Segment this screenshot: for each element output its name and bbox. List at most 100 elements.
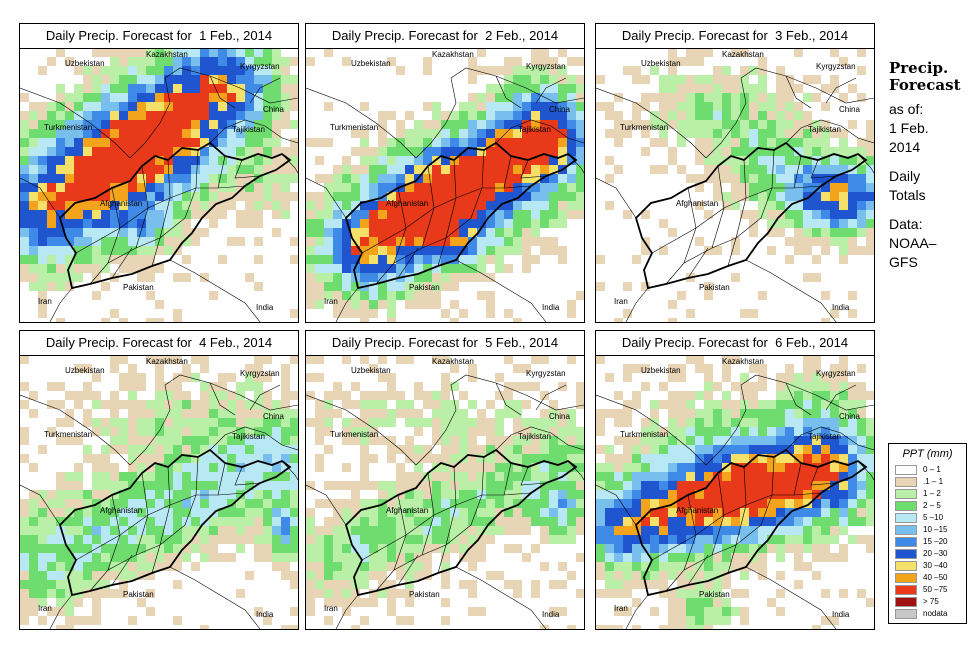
precip-cell	[83, 111, 92, 120]
precip-cell	[92, 111, 101, 120]
precip-cell	[812, 192, 821, 201]
precip-cell	[92, 210, 101, 219]
precip-cell	[38, 544, 47, 553]
country-label-turkmenistan: Turkmenistan	[620, 123, 668, 132]
precip-cell	[38, 165, 47, 174]
precip-cell	[722, 544, 731, 553]
precip-cell	[83, 409, 92, 418]
precip-cell	[549, 147, 558, 156]
precip-cell	[659, 84, 668, 93]
precip-cell	[200, 66, 209, 75]
precip-cell	[164, 427, 173, 436]
precip-cell	[477, 472, 486, 481]
precip-cell	[155, 66, 164, 75]
precip-cell	[146, 120, 155, 129]
precip-cell	[315, 571, 324, 580]
precip-cell	[351, 535, 360, 544]
precip-cell	[387, 282, 396, 291]
precip-cell	[360, 210, 369, 219]
precip-cell	[812, 409, 821, 418]
precip-cell	[659, 400, 668, 409]
precip-cell	[396, 291, 405, 300]
precip-cell	[369, 237, 378, 246]
precip-cell	[101, 120, 110, 129]
precip-cell	[522, 526, 531, 535]
precip-cell	[414, 427, 423, 436]
precip-cell	[423, 174, 432, 183]
precip-cell	[351, 291, 360, 300]
precip-cell	[549, 472, 558, 481]
country-border	[785, 119, 874, 144]
precip-cell	[650, 571, 659, 580]
precip-cell	[110, 355, 119, 364]
precip-cell	[659, 138, 668, 147]
precip-cell	[351, 499, 360, 508]
precip-cell	[650, 607, 659, 616]
precip-cell	[119, 174, 128, 183]
precip-cell	[695, 472, 704, 481]
precip-cell	[558, 183, 567, 192]
precip-cell	[659, 535, 668, 544]
precip-cell	[686, 607, 695, 616]
precip-cell	[549, 409, 558, 418]
precip-cell	[794, 454, 803, 463]
precip-cell	[866, 246, 874, 255]
precip-cell	[812, 273, 821, 282]
precip-cell	[531, 156, 540, 165]
precip-cell	[414, 418, 423, 427]
precip-cell	[540, 246, 549, 255]
precip-cell	[540, 472, 549, 481]
precip-cell	[767, 445, 776, 454]
precip-cell	[405, 517, 414, 526]
precip-cell	[441, 571, 450, 580]
precip-cell	[227, 138, 236, 147]
precip-cell	[740, 490, 749, 499]
precip-cell	[866, 481, 874, 490]
precip-cell	[128, 544, 137, 553]
precip-cell	[459, 508, 468, 517]
precip-cell	[839, 526, 848, 535]
precip-cell	[119, 400, 128, 409]
precip-cell	[722, 138, 731, 147]
precip-cell	[531, 102, 540, 111]
precip-cell	[450, 427, 459, 436]
precip-cell	[29, 607, 38, 616]
precip-cell	[558, 48, 567, 57]
precip-cell	[119, 571, 128, 580]
precip-cell	[540, 192, 549, 201]
precip-cell	[29, 490, 38, 499]
precip-cell	[695, 183, 704, 192]
precip-cell	[254, 48, 263, 57]
precip-cell	[245, 535, 254, 544]
legend-item: 0 – 1	[895, 464, 941, 475]
precip-cell	[596, 517, 605, 526]
precip-cell	[722, 391, 731, 400]
precip-cell	[459, 490, 468, 499]
precip-cell	[450, 282, 459, 291]
precip-cell	[468, 445, 477, 454]
precip-cell	[567, 309, 576, 318]
precip-cell	[623, 454, 632, 463]
precip-cell	[128, 48, 137, 57]
precip-cell	[369, 255, 378, 264]
precip-cell	[785, 445, 794, 454]
precip-cell	[531, 589, 540, 598]
precip-cell	[722, 571, 731, 580]
precip-cell	[549, 499, 558, 508]
precip-cell	[641, 210, 650, 219]
precip-cell	[119, 445, 128, 454]
precip-cell	[632, 445, 641, 454]
precip-cell	[596, 409, 605, 418]
precip-cell	[468, 183, 477, 192]
precip-cell	[812, 255, 821, 264]
precip-cell	[695, 201, 704, 210]
precip-cell	[758, 553, 767, 562]
precip-cell	[650, 481, 659, 490]
province-border	[793, 462, 802, 496]
precip-cell	[513, 589, 522, 598]
precip-cell	[531, 48, 540, 57]
precip-cell	[173, 373, 182, 382]
precip-cell	[713, 120, 722, 129]
precip-cell	[513, 508, 522, 517]
precip-cell	[227, 111, 236, 120]
